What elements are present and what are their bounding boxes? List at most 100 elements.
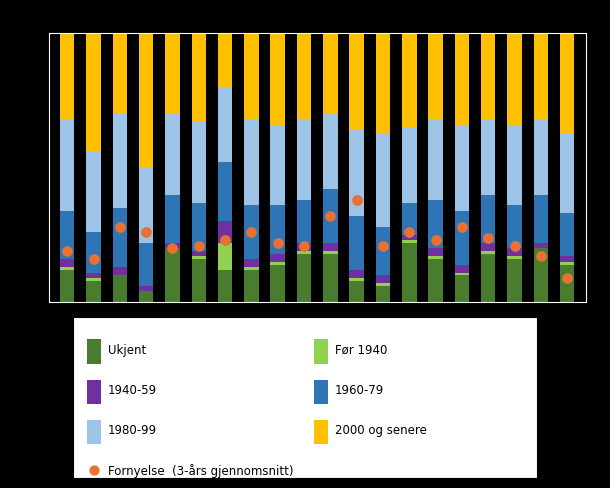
Bar — [402, 236, 417, 241]
Bar — [428, 201, 443, 249]
Bar — [323, 244, 337, 252]
Bar — [297, 254, 311, 303]
Bar — [113, 276, 127, 303]
Point — [194, 242, 204, 250]
Bar — [192, 34, 206, 123]
Bar — [270, 206, 285, 254]
Bar — [428, 120, 443, 201]
FancyBboxPatch shape — [314, 380, 328, 404]
Bar — [60, 211, 74, 260]
Bar — [454, 276, 469, 303]
Bar — [192, 203, 206, 252]
Bar — [60, 270, 74, 303]
Bar — [350, 281, 364, 303]
Bar — [560, 214, 575, 257]
Bar — [376, 284, 390, 286]
Point — [536, 253, 546, 261]
Point — [483, 234, 493, 242]
Bar — [113, 209, 127, 267]
Text: 1980-99: 1980-99 — [108, 424, 157, 436]
Bar — [165, 115, 180, 195]
Bar — [270, 265, 285, 303]
Bar — [244, 260, 259, 267]
Point — [246, 229, 256, 237]
Bar — [86, 34, 101, 152]
Bar — [428, 257, 443, 260]
Bar — [60, 267, 74, 270]
Point — [62, 247, 72, 256]
Bar — [454, 125, 469, 211]
Point — [273, 240, 282, 247]
Bar — [402, 34, 417, 128]
Bar — [508, 206, 522, 249]
Bar — [192, 257, 206, 260]
FancyBboxPatch shape — [314, 340, 328, 364]
Point — [299, 242, 309, 250]
Point — [431, 237, 440, 244]
Bar — [323, 115, 337, 190]
Bar — [376, 227, 390, 276]
Bar — [139, 168, 153, 244]
Bar — [481, 244, 495, 252]
Bar — [323, 254, 337, 303]
Bar — [139, 292, 153, 303]
Point — [326, 213, 336, 221]
Bar — [218, 88, 232, 163]
Bar — [139, 34, 153, 168]
Bar — [481, 34, 495, 120]
Bar — [270, 263, 285, 265]
Bar — [481, 195, 495, 244]
Bar — [402, 244, 417, 303]
Bar — [402, 203, 417, 235]
Bar — [218, 244, 232, 270]
Bar — [192, 252, 206, 257]
Bar — [350, 217, 364, 270]
Bar — [244, 267, 259, 270]
Bar — [270, 34, 285, 125]
Bar — [454, 211, 469, 265]
Bar — [376, 34, 390, 133]
Bar — [534, 120, 548, 195]
Text: 1940-59: 1940-59 — [108, 383, 157, 396]
Bar — [139, 286, 153, 292]
Text: Fornyelse  (3-års gjennomsnitt): Fornyelse (3-års gjennomsnitt) — [108, 463, 293, 477]
Bar — [297, 34, 311, 120]
Bar — [218, 222, 232, 244]
Bar — [534, 244, 548, 249]
Bar — [244, 270, 259, 303]
Bar — [113, 34, 127, 115]
Bar — [86, 152, 101, 233]
Bar — [165, 34, 180, 115]
Bar — [113, 115, 127, 209]
Bar — [560, 257, 575, 263]
Bar — [139, 244, 153, 286]
Bar — [244, 120, 259, 206]
Bar — [454, 273, 469, 276]
Bar — [192, 122, 206, 203]
Point — [220, 237, 230, 244]
Bar — [350, 278, 364, 281]
Point — [457, 224, 467, 231]
Bar — [165, 244, 180, 249]
Bar — [323, 34, 337, 115]
Bar — [86, 233, 101, 273]
Point — [142, 229, 151, 237]
Bar — [350, 34, 364, 131]
Point — [378, 242, 388, 250]
Bar — [534, 249, 548, 303]
Bar — [297, 201, 311, 244]
Bar — [402, 128, 417, 203]
Bar — [350, 131, 364, 217]
Bar — [376, 133, 390, 227]
Bar — [244, 206, 259, 260]
Bar — [218, 34, 232, 88]
Bar — [297, 252, 311, 254]
Bar — [60, 34, 74, 120]
Point — [88, 256, 98, 264]
Text: Før 1940: Før 1940 — [335, 343, 387, 356]
Bar — [297, 244, 311, 252]
Bar — [270, 125, 285, 206]
Point — [404, 229, 414, 237]
Point — [115, 224, 124, 231]
Bar — [244, 34, 259, 120]
